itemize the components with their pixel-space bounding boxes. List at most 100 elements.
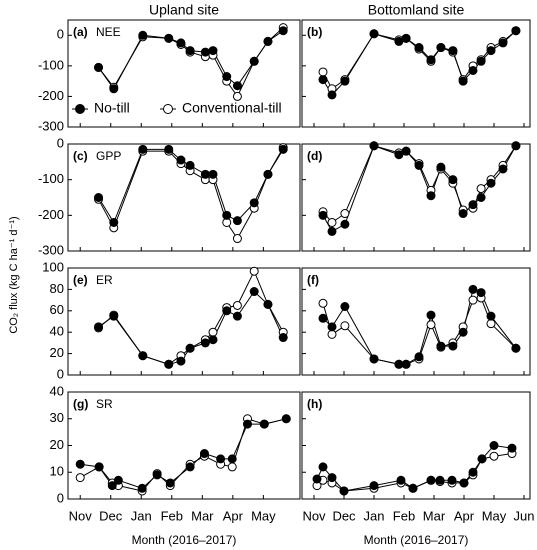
y-tick-label: -300 [38, 118, 64, 133]
data-point [278, 333, 288, 343]
data-point [249, 56, 259, 66]
y-tick-label: 80 [50, 281, 64, 296]
x-axis-label: Month (2016–2017) [132, 533, 237, 547]
x-tick-label: Nov [69, 508, 93, 523]
data-point [232, 81, 242, 91]
panel-name: GPP [96, 149, 121, 163]
data-point [94, 193, 104, 202]
data-point [340, 302, 350, 312]
panel-label: (f) [307, 273, 319, 287]
data-point [263, 169, 273, 179]
data-point [138, 144, 148, 154]
x-tick-label: Jun [514, 508, 535, 523]
data-point [489, 441, 499, 450]
data-point [242, 419, 252, 429]
data-point [259, 419, 269, 429]
data-point [227, 454, 237, 464]
data-point [208, 169, 218, 179]
data-point [232, 91, 242, 101]
data-point [447, 475, 457, 485]
panel-label: (a) [73, 25, 88, 39]
data-point [176, 356, 186, 366]
panel-name: SR [96, 397, 113, 411]
data-point [278, 26, 288, 36]
data-point [208, 335, 218, 345]
data-point [185, 462, 195, 472]
data-point [339, 486, 349, 496]
data-point [476, 184, 486, 194]
data-point [401, 359, 411, 369]
data-point [369, 354, 379, 364]
x-tick-label: Mar [423, 508, 446, 523]
data-point [468, 284, 478, 294]
data-point [227, 462, 237, 472]
data-point [107, 481, 117, 491]
plot-frame [301, 143, 531, 252]
legend-marker [75, 104, 85, 114]
x-tick-label: Nov [302, 508, 326, 523]
data-point [401, 33, 411, 43]
data-point [176, 155, 186, 165]
x-tick-label: Dec [332, 508, 356, 523]
data-point [232, 300, 242, 310]
data-point [327, 90, 337, 100]
data-point [232, 234, 242, 244]
data-point [318, 210, 328, 220]
data-point [164, 144, 174, 154]
column-title: Bottomland site [368, 2, 465, 18]
data-point [109, 311, 119, 321]
data-point [498, 164, 508, 174]
data-point [476, 193, 486, 202]
data-point [489, 451, 499, 461]
y-tick-label: 60 [50, 302, 64, 317]
data-point [208, 327, 218, 337]
series-line [98, 290, 284, 365]
data-point [448, 175, 458, 185]
data-point [164, 359, 174, 369]
data-point [436, 341, 446, 351]
data-point [511, 26, 521, 36]
data-point [327, 473, 337, 483]
data-point [414, 160, 424, 170]
data-point [232, 216, 242, 226]
data-point [318, 67, 328, 77]
data-point [318, 298, 328, 308]
data-point [222, 306, 232, 316]
y-tick-label: 30 [50, 410, 64, 425]
plot-frame [67, 19, 301, 128]
data-point [165, 478, 175, 488]
data-point [185, 160, 195, 170]
data-point [176, 38, 186, 48]
y-tick-label: -100 [38, 57, 64, 72]
data-point [468, 467, 478, 477]
x-tick-label: May [482, 508, 507, 523]
data-point [109, 217, 119, 227]
y-tick-label: 0 [57, 27, 64, 42]
panel-label: (g) [73, 397, 88, 411]
data-point [435, 475, 445, 485]
y-tick-label: 40 [50, 383, 64, 398]
data-point [468, 200, 478, 210]
data-point [75, 473, 85, 483]
data-point [340, 321, 350, 331]
panel-label: (h) [307, 397, 322, 411]
y-tick-label: 0 [57, 366, 64, 381]
panel-name: NEE [96, 25, 121, 39]
data-point [414, 352, 424, 362]
panel-label: (c) [73, 149, 88, 163]
data-point [185, 343, 195, 353]
series-line [80, 418, 287, 489]
y-tick-label: 100 [42, 259, 64, 274]
data-point [138, 351, 148, 361]
data-point [401, 146, 411, 156]
y-tick-label: 20 [50, 345, 64, 360]
y-tick-label: -300 [38, 242, 64, 257]
data-point [249, 266, 259, 276]
data-point [94, 462, 104, 472]
data-point [249, 287, 259, 297]
data-point [369, 481, 379, 491]
data-point [327, 217, 337, 227]
series-line [322, 145, 517, 224]
x-tick-label: Jan [364, 508, 385, 523]
